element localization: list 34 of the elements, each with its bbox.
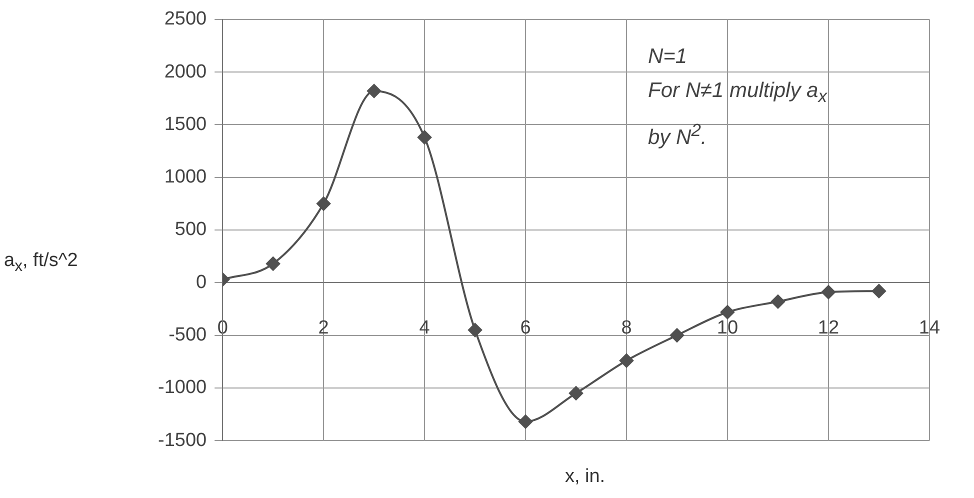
y-axis-title: a$_{x}$, ft/s^2 [4, 250, 79, 276]
y-tick-label: 0 [196, 272, 207, 293]
point [367, 84, 382, 98]
x-tick-label: 4 [419, 317, 430, 338]
annotation: N=1 [648, 44, 688, 70]
x-tick-label: 2 [318, 317, 329, 338]
y-tick-label: 2000 [164, 61, 207, 82]
point [670, 328, 684, 342]
y-tick-label: -500 [168, 324, 207, 346]
y-tick-label: 500 [174, 219, 207, 240]
point [620, 354, 634, 368]
point [468, 323, 482, 338]
point [418, 130, 432, 144]
x-axis-title: x, in. [564, 466, 606, 488]
point [518, 414, 533, 429]
point [720, 305, 734, 320]
x-tick-label: 10 [716, 317, 738, 338]
y-tick-label: -1500 [158, 430, 207, 451]
x-tick-label: 14 [918, 317, 940, 338]
point [316, 196, 331, 211]
point [569, 386, 584, 400]
x-tick-label: 12 [818, 317, 840, 338]
point [821, 285, 836, 300]
y-tick-label: 1500 [164, 114, 207, 135]
y-tick-label: 2500 [164, 8, 207, 30]
annotation: by N$^{2}$. [648, 119, 708, 152]
point [266, 256, 280, 271]
annotation: For N≠1 multiply a$_{x}$ [648, 78, 827, 108]
y-tick-label: 1000 [164, 166, 207, 188]
point [770, 294, 785, 309]
point [872, 284, 886, 298]
x-tick-label: 8 [621, 317, 632, 338]
y-tick-label: -1000 [158, 377, 207, 398]
x-tick-label: 6 [520, 317, 531, 338]
